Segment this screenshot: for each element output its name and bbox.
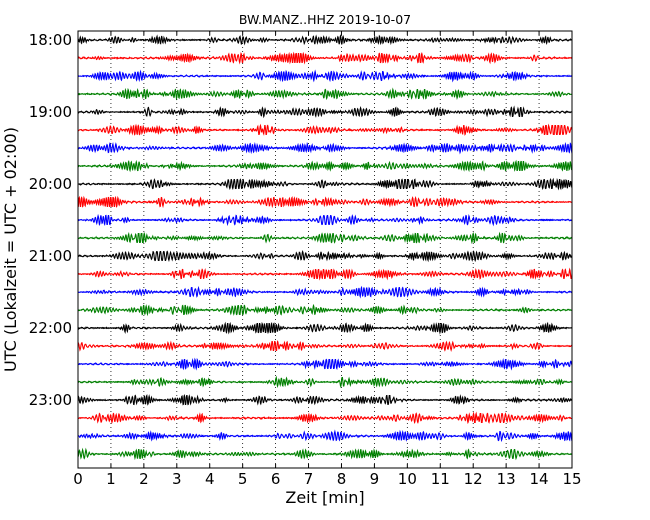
x-tick-label: 3	[172, 470, 182, 488]
y-tick-label: 21:00	[29, 247, 72, 265]
y-axis-label: UTC (Lokalzeit = UTC + 02:00)	[1, 127, 20, 372]
trace-2100	[77, 250, 573, 263]
y-tick-label: 19:00	[29, 103, 72, 121]
x-tick-label: 13	[497, 470, 516, 488]
trace-2200	[77, 321, 573, 335]
trace-2230	[77, 357, 573, 371]
trace-1945	[77, 159, 573, 173]
y-tick-label: 23:00	[29, 391, 72, 409]
trace-2130	[77, 285, 573, 299]
trace-2015	[77, 195, 573, 209]
x-tick-label: 2	[139, 470, 149, 488]
chart-title: BW.MANZ..HHZ 2019-10-07	[239, 12, 411, 27]
x-tick-label: 9	[370, 470, 380, 488]
trace-1915	[77, 123, 573, 136]
x-tick-label: 4	[205, 470, 215, 488]
x-tick-label: 14	[530, 470, 549, 488]
trace-1800	[77, 34, 573, 46]
x-tick-label: 7	[304, 470, 314, 488]
trace-group	[77, 34, 573, 461]
trace-2030	[77, 213, 573, 227]
x-tick-label: 1	[106, 470, 116, 488]
trace-2315	[77, 411, 573, 425]
trace-2245	[77, 375, 573, 389]
x-axis: 0 1 2 3 4 5 6 7 8 9 10 11 12 13 14 15	[73, 31, 582, 488]
trace-2300	[77, 393, 573, 406]
trace-2330	[77, 429, 573, 443]
x-tick-label: 12	[464, 470, 483, 488]
x-tick-label: 6	[271, 470, 281, 488]
trace-2145	[77, 303, 573, 317]
trace-2045	[77, 231, 573, 244]
trace-2215	[77, 340, 573, 352]
x-tick-label: 10	[398, 470, 417, 488]
y-tick-label: 18:00	[29, 31, 72, 49]
plot-frame	[77, 30, 573, 469]
trace-1815	[77, 51, 573, 65]
x-axis-label: Zeit [min]	[285, 488, 364, 507]
x-tick-label: 5	[238, 470, 248, 488]
trace-1900	[77, 105, 573, 119]
y-tick-label: 22:00	[29, 319, 72, 337]
grid-lines	[110, 31, 540, 468]
trace-2345	[77, 447, 573, 461]
trace-1845	[77, 87, 573, 101]
x-tick-label: 8	[337, 470, 347, 488]
trace-1830	[77, 69, 573, 83]
x-tick-label: 11	[431, 470, 450, 488]
x-tick-label: 0	[73, 470, 83, 488]
y-tick-label: 20:00	[29, 175, 72, 193]
y-axis: 18:00 19:00 20:00 21:00 22:00 23:00	[29, 31, 572, 409]
x-tick-label: 15	[562, 470, 581, 488]
trace-2000	[77, 177, 573, 191]
trace-1930	[77, 141, 573, 155]
trace-2115	[77, 267, 573, 281]
